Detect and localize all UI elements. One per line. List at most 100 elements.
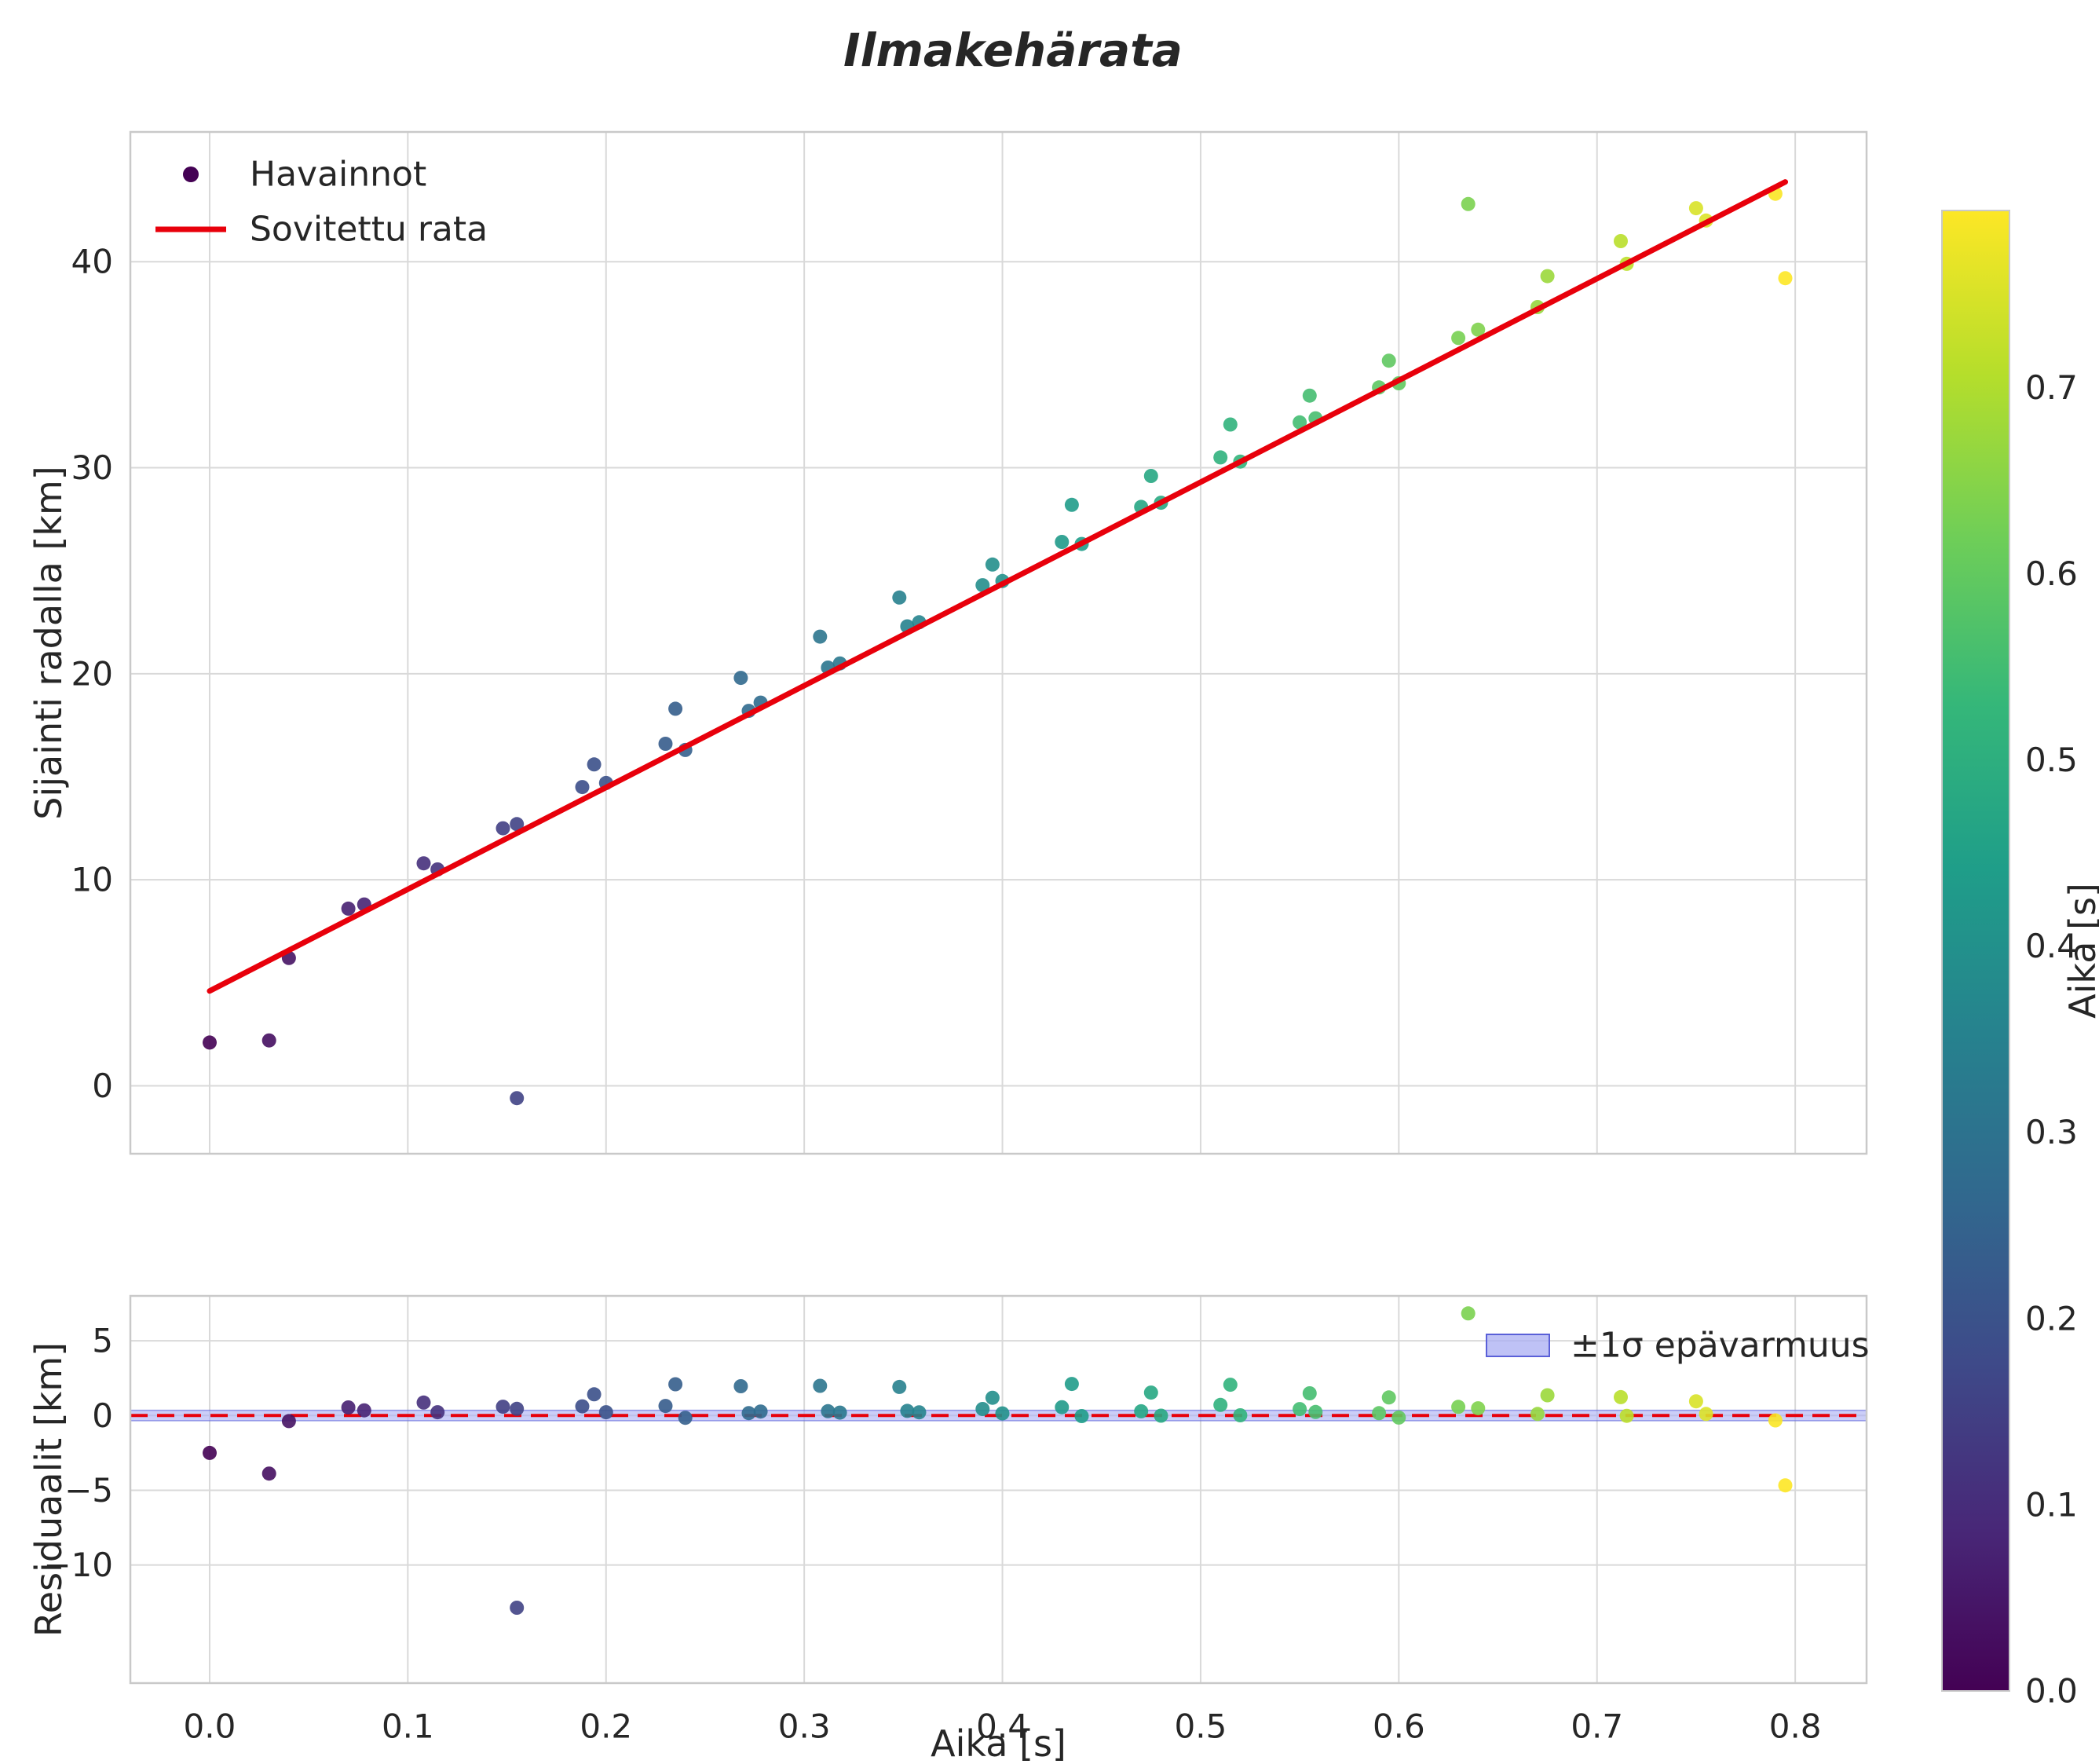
observation-point xyxy=(510,1091,525,1106)
observation-point xyxy=(1302,388,1317,403)
residual-point xyxy=(357,1403,371,1418)
residual-point xyxy=(658,1399,673,1414)
colorbar-tick-label: 0.7 xyxy=(2025,368,2078,407)
observation-point xyxy=(658,737,673,751)
residual-point xyxy=(430,1405,445,1420)
observation-point xyxy=(1614,234,1628,248)
main-plot-background xyxy=(130,132,1867,1154)
residual-point xyxy=(1451,1400,1466,1414)
xtick-label: 0.8 xyxy=(1769,1707,1822,1746)
xtick-label: 0.2 xyxy=(580,1707,632,1746)
residual-point xyxy=(510,1601,525,1615)
residual-point xyxy=(1372,1406,1387,1421)
residual-point xyxy=(1391,1410,1406,1425)
colorbar-gradient xyxy=(1942,210,2009,1691)
residual-ytick-label: −5 xyxy=(64,1471,113,1510)
residual-point xyxy=(1223,1378,1238,1393)
xtick-label: 0.6 xyxy=(1373,1707,1425,1746)
residual-point xyxy=(1143,1385,1158,1400)
residual-point xyxy=(281,1414,296,1429)
residual-point xyxy=(203,1445,217,1460)
residual-point xyxy=(1461,1306,1476,1321)
residual-point xyxy=(912,1405,927,1420)
residual-point xyxy=(900,1404,915,1418)
main-ytick-label: 30 xyxy=(71,448,113,487)
colorbar-tick-label: 0.1 xyxy=(2025,1485,2078,1524)
residual-legend: ±1σ epävarmuus xyxy=(1486,1326,1870,1366)
residual-point xyxy=(1302,1386,1317,1400)
colorbar-border xyxy=(1941,210,2010,1692)
xtick-label: 0.4 xyxy=(976,1707,1029,1746)
colorbar: 0.0 0.1 0.2 0.3 0.4 0.5 0.6 0.7 Aika [s] xyxy=(1941,210,2099,1711)
observation-point xyxy=(1471,322,1486,337)
main-axes-border xyxy=(129,130,1868,1155)
observation-point xyxy=(975,578,990,593)
residual-point xyxy=(1614,1389,1628,1404)
colorbar-label: Aika [s] xyxy=(2061,883,2099,1019)
xtick-label: 0.5 xyxy=(1175,1707,1227,1746)
xtick-label: 0.7 xyxy=(1571,1707,1623,1746)
observation-point xyxy=(733,671,748,686)
observation-point xyxy=(1381,353,1396,368)
colorbar-tick-label: 0.3 xyxy=(2025,1113,2078,1151)
residual-point xyxy=(598,1405,613,1420)
residual-point xyxy=(821,1404,836,1418)
residual-point xyxy=(1381,1390,1396,1405)
main-ytick-label: 0 xyxy=(92,1067,113,1105)
residual-point xyxy=(1778,1478,1793,1493)
residual-point xyxy=(1530,1407,1545,1422)
observation-point xyxy=(985,557,1000,572)
residual-point xyxy=(678,1411,693,1425)
observation-point xyxy=(1461,196,1476,211)
observation-point xyxy=(203,1035,217,1050)
residual-point xyxy=(985,1390,1000,1405)
residual-ytick-label: 0 xyxy=(92,1396,113,1435)
observation-point xyxy=(1540,269,1555,284)
observation-point xyxy=(1293,415,1307,430)
residual-point xyxy=(1213,1397,1228,1412)
observation-point xyxy=(1451,331,1466,346)
xtick-label: 0.1 xyxy=(382,1707,434,1746)
residual-point xyxy=(733,1379,748,1393)
legend-label-observations: Havainnot xyxy=(250,155,426,195)
legend-marker-icon xyxy=(183,167,199,182)
residual-point xyxy=(753,1404,768,1419)
figure-title: Ilmakehärata xyxy=(843,24,1183,77)
observation-point xyxy=(416,856,431,871)
residual-point xyxy=(832,1405,847,1420)
residual-point xyxy=(1471,1401,1486,1416)
colorbar-tick-label: 0.4 xyxy=(2025,927,2078,965)
observation-point xyxy=(668,701,683,716)
fit-line xyxy=(207,179,1789,994)
observation-point xyxy=(495,821,510,836)
residual-point xyxy=(892,1379,907,1394)
x-axis-label: Aika [s] xyxy=(931,1722,1066,1764)
residual-point xyxy=(261,1466,276,1481)
residual-ytick-label: 5 xyxy=(92,1322,113,1360)
observation-point xyxy=(1223,417,1238,432)
residual-point xyxy=(1540,1388,1555,1403)
main-ytick-label: 20 xyxy=(71,654,113,693)
observation-point xyxy=(261,1033,276,1048)
residual-point xyxy=(1064,1377,1079,1392)
xtick-label: 0.0 xyxy=(184,1707,236,1746)
residual-point xyxy=(1055,1400,1070,1414)
main-axes: 0 10 20 30 40 Sijainti radalla [km] Havainnot S… xyxy=(27,130,1868,1155)
observation-point xyxy=(510,817,525,832)
residual-point xyxy=(813,1378,828,1393)
residual-point xyxy=(510,1401,525,1416)
main-legend: Havainnot Sovitettu rata xyxy=(155,155,488,250)
residual-point xyxy=(1293,1402,1307,1417)
residual-point xyxy=(1619,1408,1634,1423)
xtick-label: 0.3 xyxy=(778,1707,831,1746)
observation-point xyxy=(892,590,907,605)
observation-point xyxy=(341,901,356,916)
observation-point xyxy=(1064,497,1079,512)
observation-point xyxy=(813,629,828,644)
colorbar-tick-label: 0.0 xyxy=(2025,1672,2078,1711)
residual-point xyxy=(1308,1404,1323,1419)
observation-point xyxy=(1143,469,1158,483)
colorbar-tick-label: 0.6 xyxy=(2025,554,2078,593)
